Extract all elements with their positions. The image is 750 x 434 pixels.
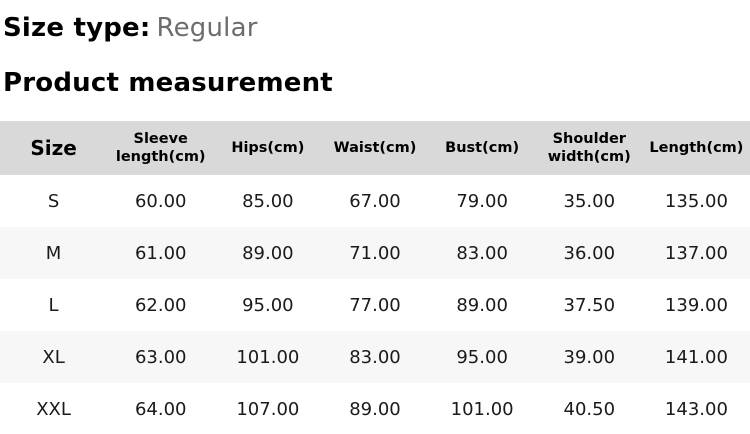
size-type-label: Size type: <box>3 13 151 43</box>
header-cell-size: Size <box>30 136 77 160</box>
measurement-cell: 83.00 <box>349 346 401 368</box>
header-cell-sleeve-length: Sleeve length(cm) <box>115 131 206 165</box>
measurement-cell: 64.00 <box>134 398 187 420</box>
header-cell-hips: Hips(cm) <box>231 140 305 156</box>
section-title: Product measurement <box>3 68 333 98</box>
measurement-cell: 63.00 <box>134 346 187 368</box>
measurement-table: Size Sleeve length(cm) Hips(cm) Waist(cm… <box>0 121 750 434</box>
measurement-cell: 141.00 <box>664 346 728 368</box>
measurement-cell: 137.00 <box>664 242 728 264</box>
measurement-cell: 135.00 <box>664 190 728 212</box>
measurement-cell: 139.00 <box>664 294 728 316</box>
size-cell: L <box>48 294 59 316</box>
measurement-cell: 36.00 <box>563 242 616 264</box>
measurement-cell: 37.50 <box>563 294 616 316</box>
measurement-cell: 60.00 <box>134 190 187 212</box>
size-type-value: Regular <box>156 13 258 43</box>
size-cell: XL <box>42 346 65 368</box>
measurement-cell: 83.00 <box>456 242 508 264</box>
measurement-cell: 89.00 <box>349 398 401 420</box>
measurement-table-header: Size Sleeve length(cm) Hips(cm) Waist(cm… <box>0 121 750 175</box>
measurement-cell: 79.00 <box>456 190 508 212</box>
table-row-l: L 62.00 95.00 77.00 89.00 37.50 139.00 <box>0 279 750 331</box>
size-cell: M <box>45 242 62 264</box>
measurement-cell: 35.00 <box>563 190 616 212</box>
header-cell-length: Length(cm) <box>649 140 744 156</box>
measurement-cell: 40.50 <box>563 398 616 420</box>
measurement-cell: 67.00 <box>349 190 401 212</box>
measurement-cell: 89.00 <box>456 294 508 316</box>
measurement-cell: 143.00 <box>664 398 728 420</box>
measurement-cell: 39.00 <box>563 346 616 368</box>
table-row-s: S 60.00 85.00 67.00 79.00 35.00 135.00 <box>0 175 750 227</box>
measurement-cell: 95.00 <box>242 294 294 316</box>
header-cell-bust: Bust(cm) <box>445 140 520 156</box>
measurement-cell: 95.00 <box>456 346 508 368</box>
measurement-cell: 62.00 <box>134 294 187 316</box>
table-row-xl: XL 63.00 101.00 83.00 95.00 39.00 141.00 <box>0 331 750 383</box>
table-header-row: Size Sleeve length(cm) Hips(cm) Waist(cm… <box>0 121 750 175</box>
size-cell: S <box>47 190 60 212</box>
measurement-cell: 71.00 <box>349 242 401 264</box>
measurement-cell: 77.00 <box>349 294 401 316</box>
header-cell-shoulder-width: Shoulder width(cm) <box>547 131 631 165</box>
header-cell-waist: Waist(cm) <box>333 140 417 156</box>
measurement-cell: 85.00 <box>242 190 294 212</box>
size-type-line: Size type: Regular <box>0 0 750 43</box>
measurement-cell: 101.00 <box>236 346 300 368</box>
measurement-cell: 107.00 <box>236 398 300 420</box>
measurement-table-body: S 60.00 85.00 67.00 79.00 35.00 135.00 M… <box>0 175 750 434</box>
measurement-cell: 101.00 <box>450 398 514 420</box>
measurement-cell: 89.00 <box>242 242 294 264</box>
table-row-m: M 61.00 89.00 71.00 83.00 36.00 137.00 <box>0 227 750 279</box>
table-row-xxl: XXL 64.00 107.00 89.00 101.00 40.50 143.… <box>0 383 750 434</box>
measurement-cell: 61.00 <box>134 242 187 264</box>
size-cell: XXL <box>36 398 71 420</box>
